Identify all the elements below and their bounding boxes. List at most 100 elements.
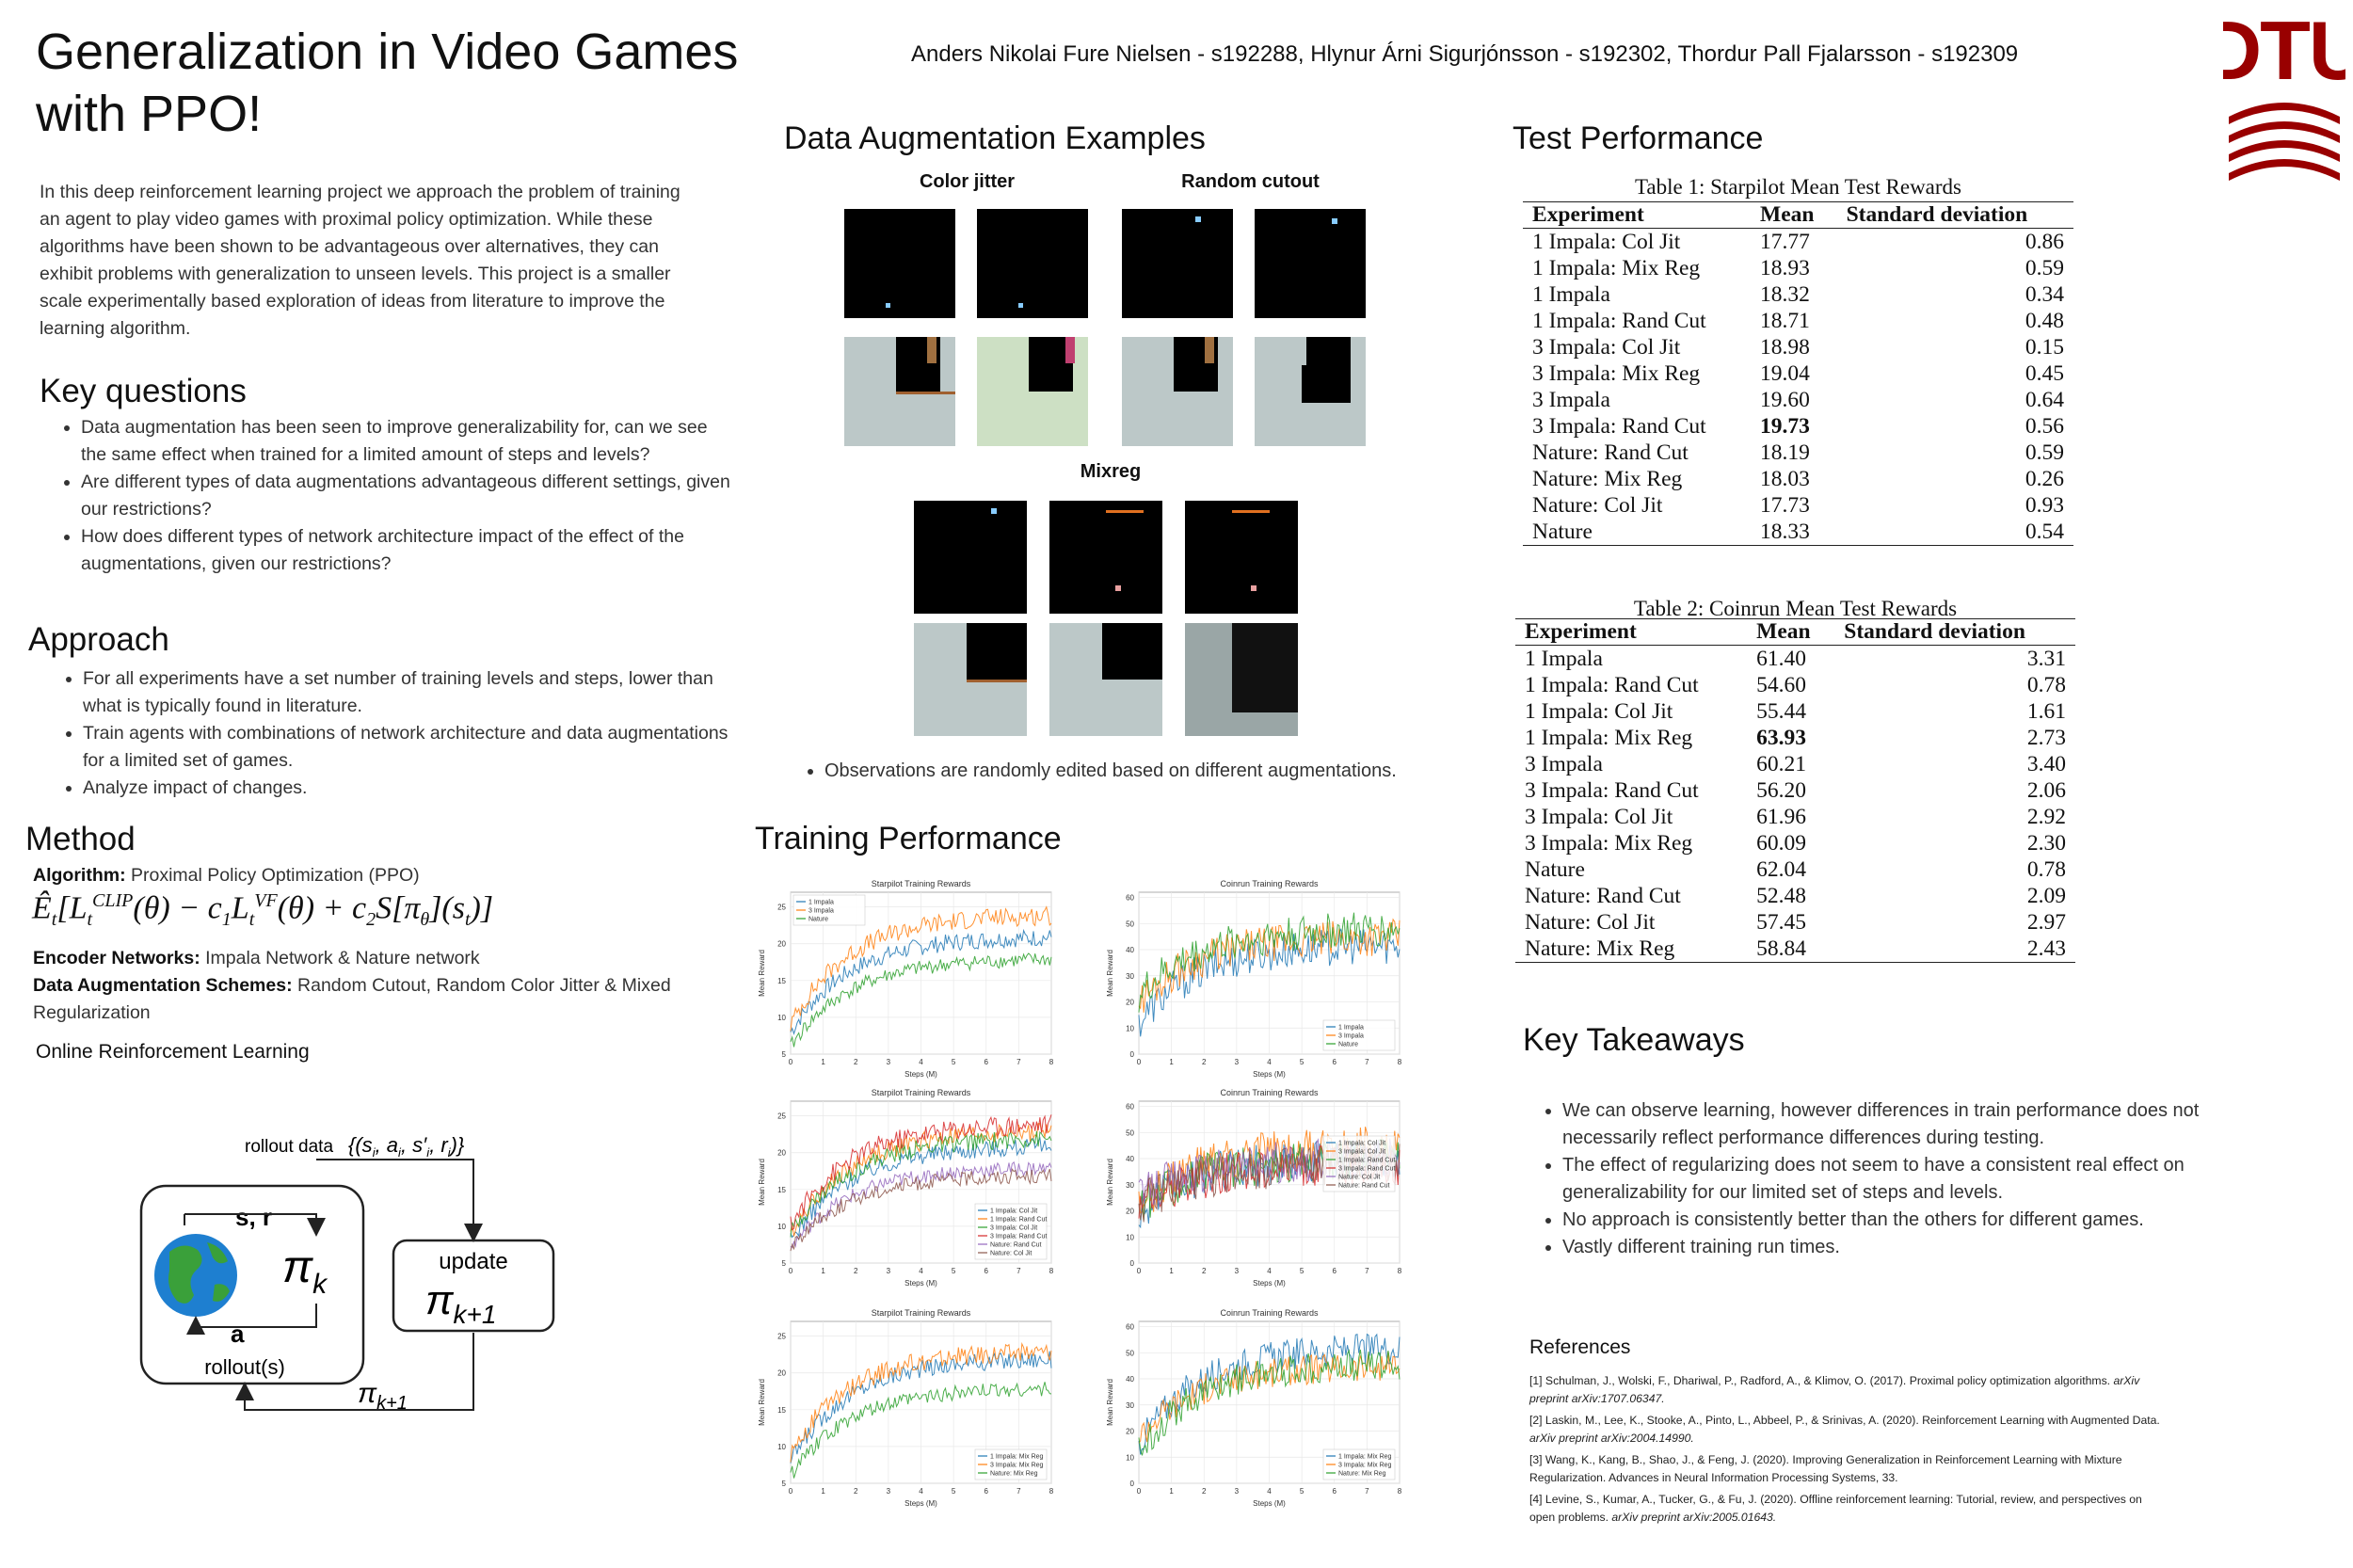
- dtu-logo: DTU: [2223, 6, 2345, 181]
- y-axis-label: Mean Reward: [1106, 950, 1114, 997]
- data-aug-heading: Data Augmentation Examples: [784, 120, 1206, 156]
- chart-title: Starpilot Training Rewards: [872, 879, 971, 888]
- aug-value: Random Cutout, Random Color Jitter & Mix…: [33, 975, 671, 1023]
- std-cell: 3.40: [2026, 752, 2066, 776]
- x-tick-label: 3: [1235, 1267, 1240, 1275]
- list-item: Observations are randomly edited based o…: [824, 758, 1483, 785]
- x-tick-label: 3: [887, 1058, 891, 1066]
- takeaways-list: We can observe learning, however differe…: [1517, 1097, 2278, 1261]
- algorithm-label: Algorithm:: [33, 865, 126, 886]
- legend-label: 1 Impala: Mix Reg: [1338, 1454, 1392, 1461]
- series-line: [790, 905, 1052, 1032]
- y-axis-label: Mean Reward: [758, 1379, 766, 1426]
- legend-label: Nature: Col Jit: [1338, 1175, 1380, 1181]
- a-label: a: [231, 1320, 245, 1348]
- mean-cell: 63.93: [1756, 726, 1807, 750]
- aug-image-coinrun-3: [1122, 337, 1233, 446]
- data-aug-note-list: Observations are randomly edited based o…: [779, 758, 1483, 785]
- legend-label: 1 Impala: [808, 900, 834, 906]
- y-tick-label: 50: [1126, 920, 1134, 928]
- mixreg-label: Mixreg: [1080, 461, 1142, 482]
- x-tick-label: 6: [984, 1487, 989, 1496]
- table-row: Nature 18.33 0.54: [1523, 519, 2073, 546]
- table-row: 1 Impala: Mix Reg 18.93 0.59: [1523, 255, 2073, 281]
- x-tick-label: 2: [1202, 1487, 1207, 1496]
- aug-label: Data Augmentation Schemes:: [33, 975, 293, 996]
- legend-label: Nature: Rand Cut: [990, 1242, 1042, 1249]
- reference-item: [4] Levine, S., Kumar, A., Tucker, G., &…: [1529, 1493, 2142, 1524]
- experiment-cell: Nature: [1532, 520, 1593, 544]
- logo-waves: [2229, 103, 2340, 181]
- series-line: [790, 1351, 1052, 1464]
- takeaways-heading: Key Takeaways: [1523, 1022, 1745, 1058]
- legend-label: Nature: Mix Reg: [1338, 1471, 1386, 1478]
- aug-image-starpilot-1: [844, 209, 955, 318]
- legend-label: 1 Impala: Rand Cut: [1338, 1158, 1395, 1164]
- x-tick-label: 1: [1169, 1267, 1174, 1275]
- pi-k-label: πk: [282, 1242, 328, 1300]
- series-line: [790, 1382, 1052, 1479]
- chart-starpilot-2: Starpilot Training Rewards 0 1 2 3 4 5 6 7 8 5 10 15…: [758, 1088, 1054, 1288]
- x-tick-label: 3: [1235, 1487, 1240, 1496]
- legend-label: Nature: [808, 917, 828, 923]
- mean-cell: 61.96: [1756, 805, 1807, 829]
- y-axis-label: Mean Reward: [1106, 1379, 1114, 1426]
- y-axis-label: Mean Reward: [758, 1159, 766, 1206]
- reference-item: [3] Wang, K., Kang, B., Shao, J., & Feng…: [1529, 1453, 2122, 1484]
- y-tick-label: 30: [1126, 1181, 1134, 1190]
- legend-label: 1 Impala: Col Jit: [1338, 1141, 1385, 1147]
- experiment-cell: Nature: Col Jit: [1532, 493, 1663, 518]
- std-cell: 0.56: [2025, 414, 2064, 439]
- x-tick-label: 1: [1169, 1058, 1174, 1066]
- x-tick-label: 7: [1365, 1487, 1369, 1496]
- experiment-cell: 3 Impala: [1525, 752, 1603, 776]
- mean-cell: 57.45: [1756, 910, 1807, 935]
- legend-label: 3 Impala: Col Jit: [990, 1225, 1037, 1232]
- method-encoder: Encoder Networks: Impala Network & Natur…: [33, 945, 692, 972]
- experiment-cell: 1 Impala: [1525, 647, 1603, 671]
- poster-title: Generalization in Video Games with PPO!: [36, 24, 739, 142]
- series-line: [790, 928, 1052, 1035]
- list-item: Train agents with combinations of networ…: [83, 720, 732, 775]
- legend-label: 3 Impala: Mix Reg: [1338, 1463, 1392, 1469]
- std-cell: 0.15: [2025, 335, 2064, 360]
- algorithm-value: Proximal Policy Optimization (PPO): [131, 865, 420, 886]
- chart-starpilot-1: Starpilot Training Rewards 0 1 2 3 4 5 6 7 8 5 10 15…: [758, 879, 1054, 1079]
- legend-label: Nature: Rand Cut: [1338, 1183, 1390, 1190]
- x-tick-label: 4: [1267, 1267, 1272, 1275]
- action-arrow: [186, 1304, 317, 1335]
- x-tick-label: 7: [1016, 1058, 1021, 1066]
- std-cell: 2.73: [2026, 726, 2066, 750]
- table-row: 3 Impala: Col Jit 18.98 0.15: [1523, 334, 2073, 360]
- mean-cell: 18.32: [1760, 282, 1810, 307]
- x-tick-label: 7: [1365, 1267, 1369, 1275]
- x-tick-label: 8: [1398, 1058, 1402, 1066]
- y-tick-label: 10: [777, 1223, 786, 1231]
- table-row: 1 Impala: Rand Cut 18.71 0.48: [1523, 308, 2073, 334]
- std-cell: 0.59: [2025, 256, 2064, 280]
- table1-caption: Table 1: Starpilot Mean Test Rewards: [1634, 175, 1962, 199]
- mean-cell: 17.77: [1760, 230, 1810, 254]
- training-heading: Training Performance: [755, 821, 1062, 856]
- mean-cell: 62.04: [1756, 857, 1807, 882]
- legend-label: 1 Impala: [1338, 1025, 1364, 1032]
- x-tick-label: 8: [1049, 1058, 1054, 1066]
- experiment-cell: 3 Impala: Mix Reg: [1532, 361, 1701, 386]
- table-row: Nature 62.04 0.78: [1515, 856, 2075, 883]
- aug-image-coinrun-1: [844, 337, 955, 446]
- y-tick-label: 10: [777, 1014, 786, 1022]
- std-cell: 2.09: [2026, 884, 2066, 908]
- legend-label: 3 Impala: Col Jit: [1338, 1149, 1385, 1156]
- std-cell: 0.86: [2025, 230, 2064, 254]
- x-tick-label: 0: [789, 1058, 793, 1066]
- col-header-mean: Mean: [1751, 201, 1837, 229]
- y-axis-label: Mean Reward: [758, 950, 766, 997]
- y-tick-label: 40: [1126, 946, 1134, 954]
- y-tick-label: 20: [1126, 1428, 1134, 1436]
- aug-image-mixreg-1: [914, 501, 1027, 614]
- color-jitter-label: Color jitter: [919, 171, 1016, 192]
- table-row: 3 Impala: Col Jit 61.96 2.92: [1515, 804, 2075, 830]
- mean-cell: 60.21: [1756, 752, 1807, 776]
- series-line: [790, 1168, 1052, 1252]
- x-tick-label: 5: [1300, 1487, 1305, 1496]
